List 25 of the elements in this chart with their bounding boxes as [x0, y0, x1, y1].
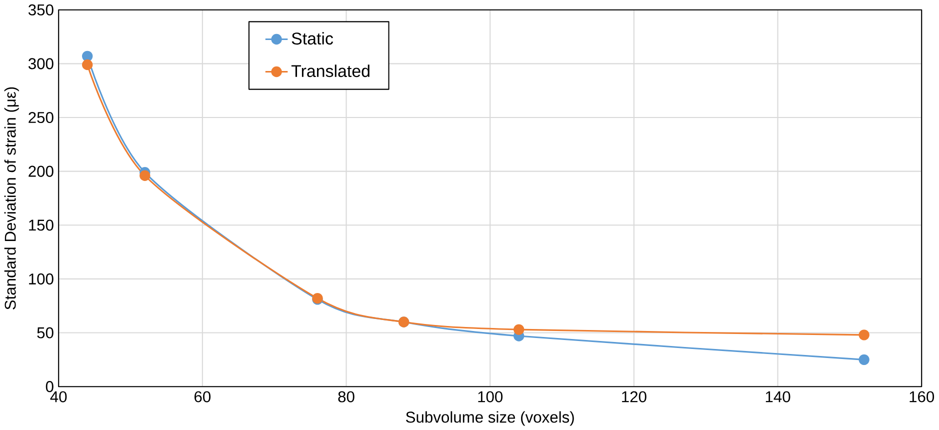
x-tick-label: 100 — [478, 391, 503, 402]
y-tick-label: 50 — [37, 327, 54, 338]
x-tick-label: 140 — [766, 391, 790, 402]
x-tick-label: 120 — [622, 391, 646, 402]
y-tick-label: 300 — [28, 58, 54, 70]
x-tick-label: 160 — [910, 391, 934, 402]
y-tick-label: 150 — [29, 220, 54, 231]
legend-label: Translated — [291, 64, 370, 77]
x-tick-label: 80 — [338, 391, 354, 402]
point — [514, 324, 524, 335]
x-tick-label: 60 — [194, 391, 211, 402]
y-tick-label: 0 — [46, 380, 54, 392]
x-axis-title: Subvolume size (voxels) — [406, 411, 574, 426]
legend-label: Static — [292, 32, 334, 45]
y-tick-label: 350 — [28, 4, 54, 16]
x-tick-label: 40 — [50, 391, 67, 402]
y-tick-label: 100 — [29, 273, 54, 284]
y-tick-label: 200 — [28, 166, 54, 177]
point — [858, 330, 870, 340]
y-tick-label: 250 — [28, 112, 54, 123]
point — [140, 170, 150, 181]
y-axis-title: Standard Deviation of strain (με) — [4, 87, 19, 310]
point — [82, 50, 93, 62]
point — [82, 59, 93, 70]
point — [858, 354, 870, 365]
